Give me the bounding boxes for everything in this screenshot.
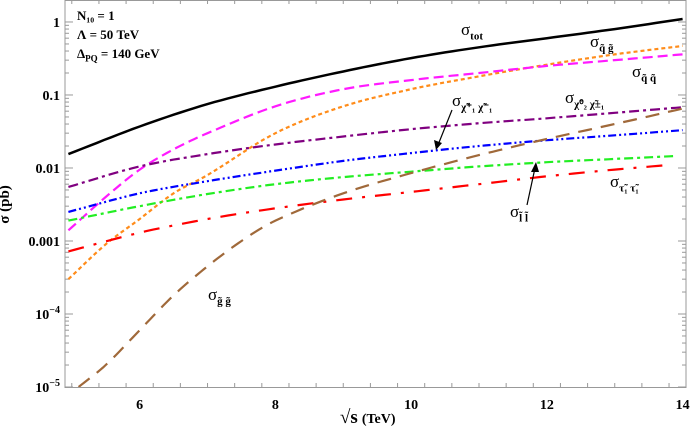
arrowhead-slepton-pair	[531, 162, 539, 172]
series-line	[67, 17, 683, 156]
label-sigma-tot: σtot	[461, 20, 483, 43]
series-line	[67, 44, 683, 280]
label-sigma-neutralino-chargino: σχ̃⁰₂ χ̃±₁	[565, 88, 605, 111]
y-tick-label: 0.1	[43, 89, 61, 104]
y-tick-label: 10−4	[35, 305, 60, 323]
series-line	[68, 129, 683, 213]
y-tick-label: 0.001	[29, 235, 61, 250]
arrow-chargino-pair	[437, 109, 453, 146]
x-tick-label: 12	[540, 398, 554, 413]
x-tick-label: 6	[136, 398, 143, 413]
series-line	[68, 163, 670, 253]
label-sigma-stau-pair: στ̃₁ τ̃₁	[610, 172, 639, 195]
x-tick-label: 14	[676, 398, 690, 413]
series-line	[67, 53, 683, 232]
param-n10: N₁₀ = 1	[77, 8, 115, 23]
x-axis-label: √s (TeV)	[340, 407, 396, 428]
series-line	[77, 107, 683, 388]
arrowhead-chargino-pair	[434, 140, 442, 150]
y-axis-label: σ (pb)	[0, 185, 13, 224]
label-sigma-slepton-pair: σl̃ l̃	[510, 202, 529, 225]
x-tick-label: 10	[404, 398, 418, 413]
x-tick-label: 8	[272, 398, 279, 413]
parameter-box: N₁₀ = 1 Λ = 50 TeV ΔPQ = 140 GeV	[77, 6, 160, 69]
y-tick-label: 0.01	[36, 162, 61, 177]
series-line	[68, 106, 683, 188]
arrow-slepton-pair	[526, 167, 536, 206]
param-delta-pq: ΔPQ = 140 GeV	[77, 46, 160, 64]
param-lambda: Λ = 50 TeV	[77, 27, 140, 42]
y-tick-label: 10−5	[35, 378, 60, 396]
label-sigma-gluino-pair: σg̃ g̃	[208, 285, 231, 308]
series-line	[68, 154, 676, 222]
y-tick-label: 1	[53, 16, 60, 31]
plot-frame	[64, 0, 687, 388]
label-sigma-chargino-pair: σχ̃⁺₁ χ̃⁻₁	[452, 91, 493, 114]
label-sigma-squark-squark: σq̃ q̃	[632, 62, 657, 85]
label-sigma-squark-gluino: σq̃ g̃	[590, 32, 614, 55]
